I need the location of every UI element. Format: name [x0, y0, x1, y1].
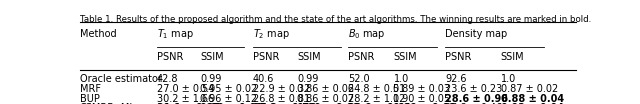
Text: 26.8 ± 0.81: 26.8 ± 0.81 [253, 94, 310, 104]
Text: 0.92 ± 0.04: 0.92 ± 0.04 [500, 103, 563, 104]
Text: PSNR: PSNR [253, 52, 279, 62]
Text: $T_1$ map: $T_1$ map [157, 27, 194, 41]
Text: PSNR: PSNR [348, 52, 374, 62]
Text: 0.95 ± 0.02: 0.95 ± 0.02 [200, 84, 257, 94]
Text: 40.6: 40.6 [253, 74, 274, 84]
Text: 31.1 ± 0.87: 31.1 ± 0.87 [157, 103, 220, 104]
Text: 0.90 ± 0.05: 0.90 ± 0.05 [394, 94, 451, 104]
Text: 30.2 ± 1.66: 30.2 ± 1.66 [157, 94, 214, 104]
Text: PSNR: PSNR [445, 52, 472, 62]
Text: 0.89 ± 0.03: 0.89 ± 0.03 [394, 84, 451, 94]
Text: 24.8 ± 0.51: 24.8 ± 0.51 [348, 84, 405, 94]
Text: 0.99 ± 0.01: 0.99 ± 0.01 [394, 103, 456, 104]
Text: 28.2 ± 1.12: 28.2 ± 1.12 [348, 94, 405, 104]
Text: 0.86 ± 0.07: 0.86 ± 0.07 [297, 94, 355, 104]
Text: 37.3 ± 0.76: 37.3 ± 0.76 [253, 103, 316, 104]
Text: 22.9 ± 0.32: 22.9 ± 0.32 [253, 84, 310, 94]
Text: 1.0: 1.0 [500, 74, 516, 84]
Text: 52.0: 52.0 [348, 74, 369, 84]
Text: SSIM: SSIM [394, 52, 417, 62]
Text: 0.99 ± 0.01: 0.99 ± 0.01 [297, 103, 360, 104]
Text: Table 1. Results of the proposed algorithm and the state of the art algorithms. : Table 1. Results of the proposed algorit… [80, 15, 591, 24]
Text: SSIM: SSIM [200, 52, 223, 62]
Text: Oracle estimator: Oracle estimator [80, 74, 162, 84]
Text: 0.87 ± 0.02: 0.87 ± 0.02 [500, 84, 558, 94]
Text: 0.99: 0.99 [200, 74, 221, 84]
Text: $T_2$ map: $T_2$ map [253, 27, 289, 41]
Text: 0.96 ± 0.12: 0.96 ± 0.12 [200, 94, 257, 104]
Text: MRF: MRF [80, 84, 101, 94]
Text: 0.99: 0.99 [297, 74, 319, 84]
Text: SSIM: SSIM [500, 52, 524, 62]
Text: BUP: BUP [80, 94, 100, 104]
Text: PSNR: PSNR [157, 52, 183, 62]
Text: $B_0$ map: $B_0$ map [348, 27, 385, 41]
Text: 25.8 ± 0.46: 25.8 ± 0.46 [445, 103, 502, 104]
Text: 42.8: 42.8 [157, 74, 179, 84]
Text: 1.0: 1.0 [394, 74, 409, 84]
Text: 0.86 ± 0.06: 0.86 ± 0.06 [297, 84, 355, 94]
Text: 28.6 ± 0.96: 28.6 ± 0.96 [445, 94, 508, 104]
Text: 92.6: 92.6 [445, 74, 467, 84]
Text: SSIM: SSIM [297, 52, 321, 62]
Text: Density map: Density map [445, 29, 508, 39]
Text: 23.6 ± 0.23: 23.6 ± 0.23 [445, 84, 502, 94]
Text: 39.9 ± 0.64: 39.9 ± 0.64 [348, 103, 411, 104]
Text: CSMRF+ML: CSMRF+ML [80, 103, 136, 104]
Text: 0.99 ± 0.01: 0.99 ± 0.01 [200, 103, 263, 104]
Text: Method: Method [80, 29, 116, 39]
Text: 27.0 ± 0.54: 27.0 ± 0.54 [157, 84, 214, 94]
Text: 0.88 ± 0.04: 0.88 ± 0.04 [500, 94, 564, 104]
